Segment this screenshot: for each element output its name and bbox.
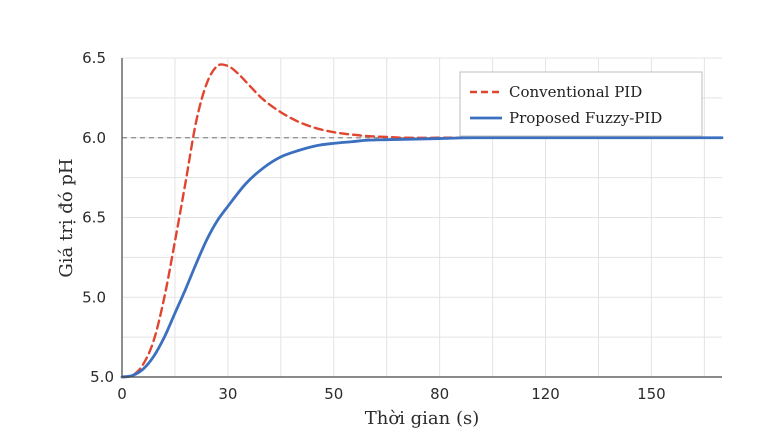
y-tick-label: 6.5 xyxy=(82,49,106,67)
y-tick-label: 6.5 xyxy=(82,209,106,227)
legend-label-conventional: Conventional PID xyxy=(509,83,642,101)
series-layer xyxy=(120,63,724,379)
x-tick-label: 80 xyxy=(430,385,449,403)
legend-label-fuzzy: Proposed Fuzzy-PID xyxy=(509,109,662,127)
x-tick-label: 0 xyxy=(117,385,127,403)
x-tick-label: 150 xyxy=(637,385,666,403)
axes xyxy=(121,58,722,378)
series-line-fuzzy-pid xyxy=(120,136,724,379)
x-tick-label: 30 xyxy=(218,385,237,403)
y-tick-label: 5.0 xyxy=(90,368,114,386)
x-tick-label: 50 xyxy=(324,385,343,403)
y-tick-label: 5.0 xyxy=(82,288,106,306)
y-tick-label: 6.0 xyxy=(82,129,106,147)
y-axis-label: Giá trị đó pH xyxy=(56,158,77,277)
legend-box xyxy=(459,71,703,137)
x-axis-label: Thời gian (s) xyxy=(365,408,480,429)
tick-labels: 0 30 50 80 120 150 5.0 5.0 6.5 6.0 6.5 xyxy=(82,49,666,403)
legend: Conventional PID Proposed Fuzzy-PID xyxy=(459,71,703,137)
x-tick-label: 120 xyxy=(531,385,560,403)
